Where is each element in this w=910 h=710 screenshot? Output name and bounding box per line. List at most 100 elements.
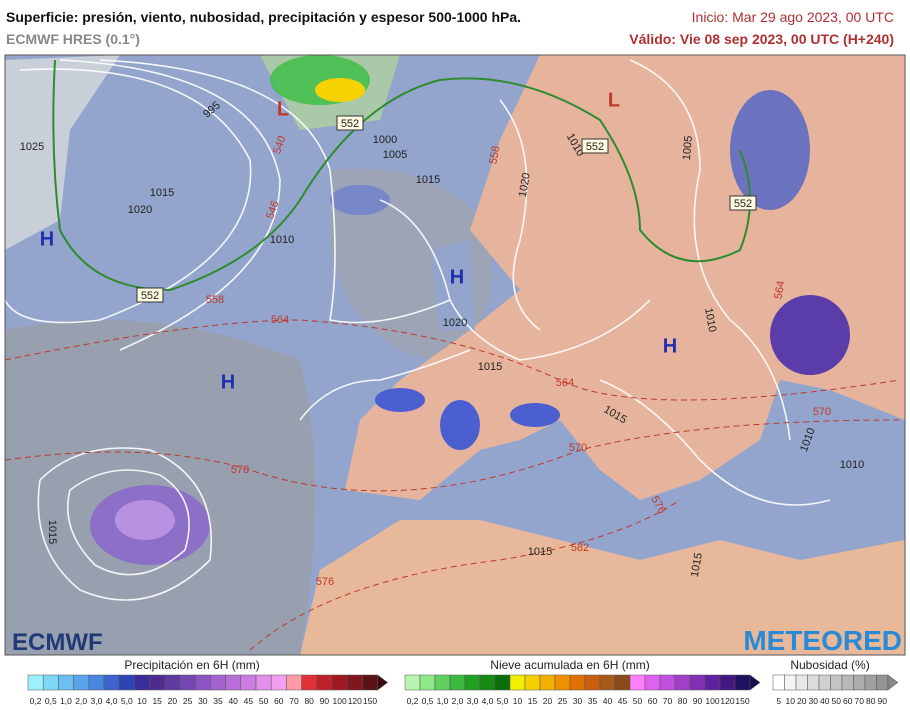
map-frame [4, 54, 906, 656]
isobar-label: 1005 [383, 149, 407, 161]
legend-arrow [749, 674, 761, 691]
legend-swatch [255, 674, 272, 691]
legend-tick: 45 [244, 696, 254, 706]
legend-swatch [704, 674, 721, 691]
legend-tick: 70 [663, 696, 673, 706]
legend-swatch [795, 674, 808, 691]
legend-swatch [164, 674, 181, 691]
legend-swatch [841, 674, 854, 691]
legend-tick: 3,0 [90, 696, 102, 706]
map-base [5, 55, 905, 655]
legend-tick: 70 [855, 696, 865, 706]
legend-tick: 20 [797, 696, 807, 706]
legend-arrow [377, 674, 389, 691]
title: Superficie: presión, viento, nubosidad, … [6, 9, 522, 25]
legend-tick: 60 [274, 696, 284, 706]
legend-swatch [807, 674, 820, 691]
legend-tick: 0,2 [30, 696, 42, 706]
isobar-label: 1015 [478, 361, 502, 373]
legend-title: Precipitación en 6H (mm) [124, 658, 259, 672]
thickness-label: 582 [571, 542, 589, 554]
legends: 0,2 0,5 1,0 2,0 3,0 4,0 5,0 10 15 20 25 30 35 40 45 50 6… [27, 674, 899, 706]
thickness-label: 564 [772, 280, 787, 300]
legend-swatch [362, 674, 378, 691]
legend-swatch [58, 674, 74, 691]
legend-tick: 40 [228, 696, 238, 706]
legend-tick: 3,0 [467, 696, 479, 706]
legend-tick: 30 [198, 696, 208, 706]
legend-swatch [404, 674, 421, 691]
legend-tick: 10 [137, 696, 147, 706]
legend-tick: 25 [558, 696, 568, 706]
ecmwf-logo: ECMWF [12, 629, 103, 656]
legend-arrow [887, 674, 899, 691]
isobar-label: 1015 [528, 546, 552, 558]
legend-tick: 60 [843, 696, 853, 706]
legend-swatch [554, 674, 571, 691]
legend-swatch [194, 674, 211, 691]
isobar-label: 1005 [681, 135, 695, 160]
legend-tick: 80 [304, 696, 314, 706]
legend-swatch [270, 674, 287, 691]
valid-date: Válido: Vie 08 sep 2023, 00 UTC (H+240) [629, 31, 894, 47]
legend-swatch [539, 674, 556, 691]
contour-box: 552 552 552 552 [136, 115, 757, 303]
legend-swatch [134, 674, 150, 691]
legend-tick: 5,0 [497, 696, 509, 706]
legend-swatch [830, 674, 843, 691]
legend-tick: 1,0 [437, 696, 449, 706]
legend-swatch [27, 674, 44, 691]
legend-tick: 30 [573, 696, 583, 706]
thickness-label: 570 [569, 442, 587, 454]
legend-swatch [449, 674, 466, 691]
legend-tick: 10 [786, 696, 796, 706]
legend-tick: 30 [809, 696, 819, 706]
isobar-label: 1020 [517, 172, 533, 198]
init-date: Inicio: Mar 29 ago 2023, 00 UTC [691, 9, 894, 25]
legend-tick: 100 [705, 696, 719, 706]
legend-swatch [853, 674, 866, 691]
legend-tick: 20 [543, 696, 553, 706]
legend-tick: 120 [720, 696, 734, 706]
legend-swatch [689, 674, 706, 691]
isobar-label: 1015 [416, 174, 440, 186]
legend-swatch [569, 674, 586, 691]
legend-tick: 0,2 [407, 696, 419, 706]
low-pressure: L [277, 98, 289, 120]
legend-swatch [614, 674, 631, 691]
legend-tick: 45 [618, 696, 628, 706]
legend-tick: 15 [152, 696, 162, 706]
legend-tick: 150 [735, 696, 749, 706]
legend-swatch [103, 674, 120, 691]
isobar-label: 1015 [150, 187, 174, 199]
legend-swatch [434, 674, 451, 691]
legend-swatch [719, 674, 736, 691]
model: ECMWF HRES (0.1°) [6, 31, 140, 47]
legend-tick: 120 [348, 696, 362, 706]
isobar-label: 1010 [270, 234, 294, 246]
legend-tick: 90 [878, 696, 888, 706]
legend-tick: 2,0 [452, 696, 464, 706]
thickness-label: 564 [271, 314, 289, 326]
isobar-label: 1010 [702, 307, 718, 333]
thickness-label: 558 [487, 145, 502, 165]
legend-tick: 100 [333, 696, 347, 706]
legend-swatch [149, 674, 166, 691]
thickness-label: 558 [206, 294, 224, 306]
legend-tick: 40 [603, 696, 613, 706]
legend-tick: 1,0 [60, 696, 72, 706]
legend-swatch [784, 674, 797, 691]
legend-swatch [772, 674, 785, 691]
isobar-label: 1015 [46, 520, 58, 544]
legend-swatch [864, 674, 877, 691]
legend-tick: 50 [633, 696, 643, 706]
legend-tick: 150 [363, 696, 377, 706]
legend-tick: 50 [832, 696, 842, 706]
thickness-label: 546 [264, 199, 282, 220]
legend-title: Nubosidad (%) [790, 658, 869, 672]
legend-tick: 5 [776, 696, 781, 706]
legend-swatch [818, 674, 831, 691]
legend-tick: 35 [588, 696, 598, 706]
